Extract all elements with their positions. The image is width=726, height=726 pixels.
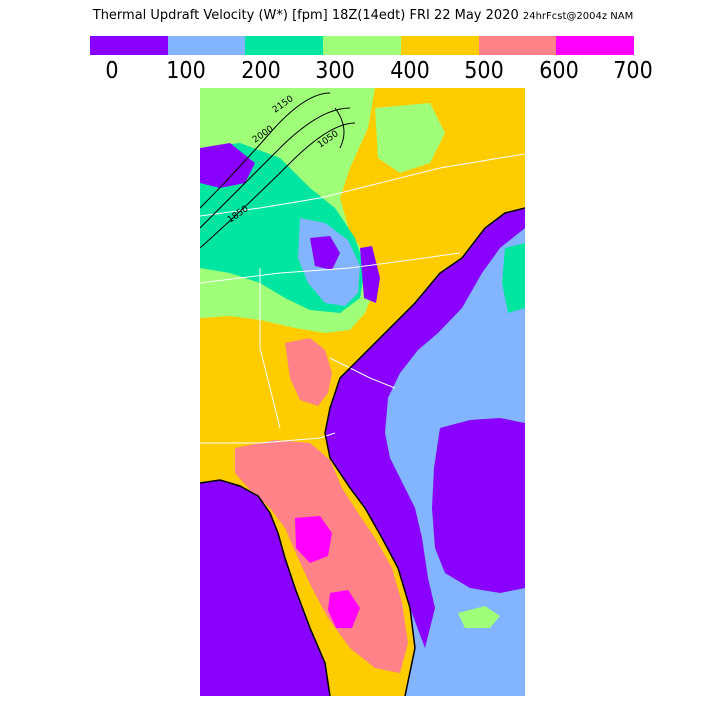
inland-calm-2 bbox=[360, 246, 380, 303]
chart-title: Thermal Updraft Velocity (W*) [fpm] 18Z(… bbox=[0, 8, 726, 23]
florida-peak-thermals-1 bbox=[295, 516, 332, 563]
title-main: Thermal Updraft Velocity (W*) [fpm] 18Z(… bbox=[92, 8, 519, 23]
legend-tick-200: 200 bbox=[241, 58, 281, 84]
legend-tick-600: 600 bbox=[538, 58, 579, 84]
legend-tick-700: 700 bbox=[613, 58, 653, 84]
florida-peak-thermals-2 bbox=[328, 590, 360, 628]
northeast-green bbox=[375, 103, 445, 173]
legend-tick-400: 400 bbox=[389, 58, 430, 84]
legend-tick-0: 0 bbox=[105, 58, 119, 84]
thermal-map: 2150 2000 1850 1050 bbox=[200, 88, 525, 696]
legend-swatch-3 bbox=[323, 36, 401, 55]
legend-tick-300: 300 bbox=[315, 58, 356, 84]
color-legend bbox=[90, 36, 635, 55]
elevation-contours bbox=[200, 92, 356, 249]
legend-swatch-4 bbox=[400, 36, 479, 55]
atlantic-calm-band bbox=[325, 208, 525, 648]
legend-ticks: 0 100 200 300 400 500 600 700 bbox=[0, 58, 726, 88]
georgia-high-thermals bbox=[285, 338, 332, 406]
offshore-calm-patch bbox=[432, 418, 525, 593]
bahamas-island bbox=[458, 606, 500, 628]
title-forecast: 24hrFcst@2004z NAM bbox=[522, 11, 634, 22]
gulf-calm bbox=[200, 480, 330, 696]
legend-swatch-2 bbox=[245, 36, 324, 55]
legend-swatch-0 bbox=[90, 36, 168, 55]
state-borders bbox=[200, 153, 525, 444]
mountain-calm bbox=[200, 143, 255, 188]
inland-calm-1 bbox=[310, 236, 340, 270]
gulf-coastline bbox=[200, 479, 331, 696]
map-panel: 2150 2000 1850 1050 bbox=[200, 88, 525, 696]
legend-swatch-1 bbox=[167, 36, 246, 55]
legend-swatch-6 bbox=[556, 36, 635, 55]
offshore-teal-band bbox=[502, 243, 525, 313]
legend-tick-100: 100 bbox=[166, 58, 207, 84]
coastline bbox=[324, 207, 525, 696]
legend-tick-500: 500 bbox=[464, 58, 504, 84]
legend-swatch-5 bbox=[478, 36, 557, 55]
